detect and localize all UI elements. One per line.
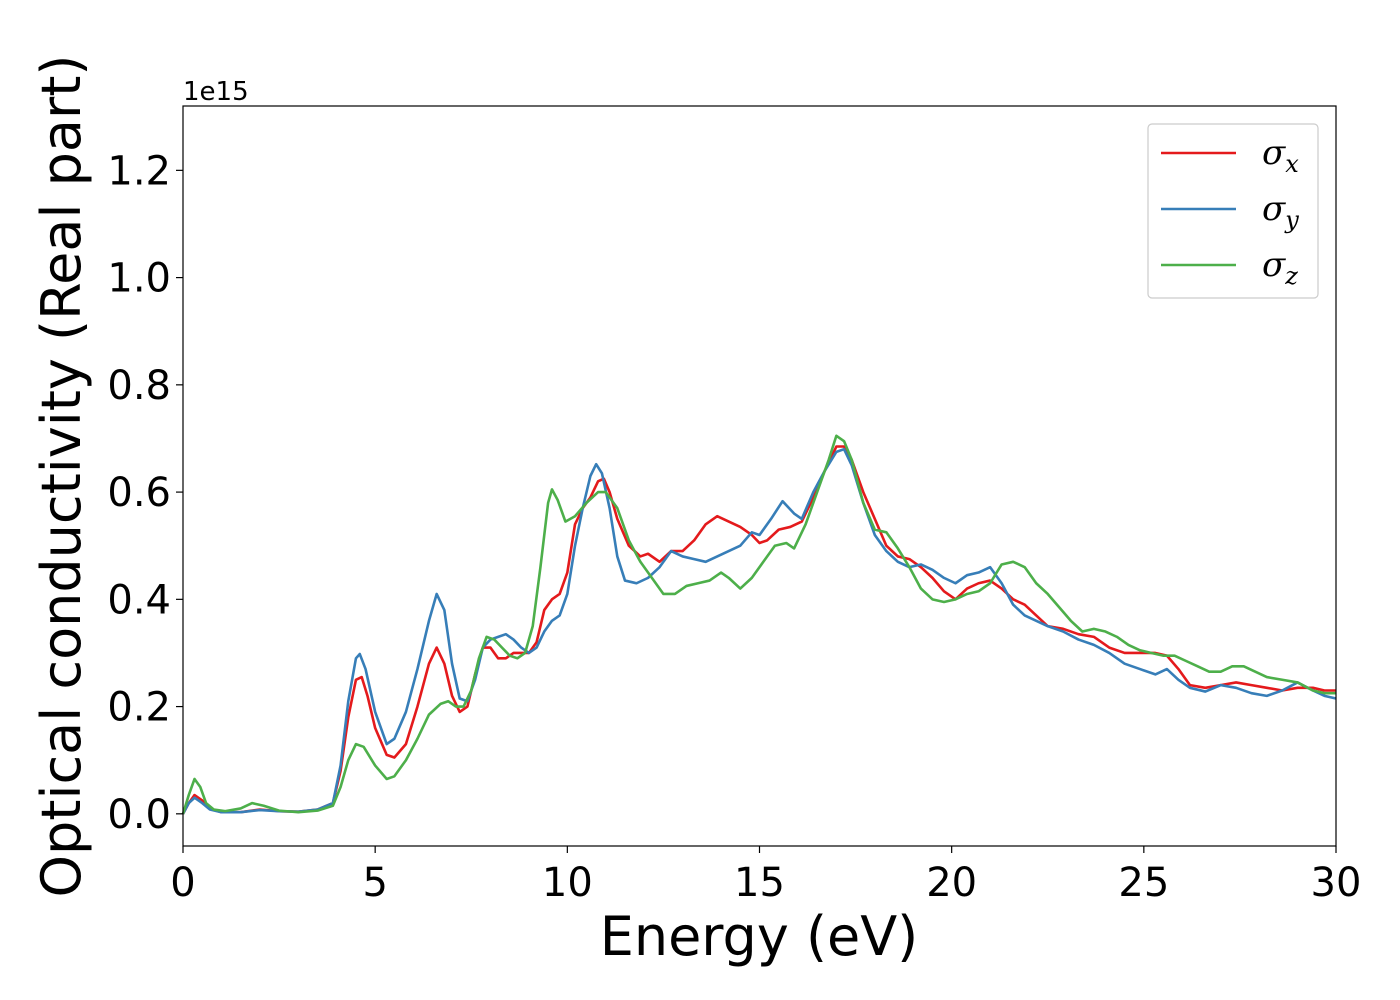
x-tick-label: 25 — [1118, 860, 1169, 906]
series-line-y — [181, 447, 1337, 815]
y-tick-label: 0.4 — [107, 577, 171, 623]
y-tick-label: 1.2 — [107, 148, 171, 194]
y-axis-label: Optical conductivity (Real part) — [30, 55, 93, 898]
x-tick-label: 20 — [926, 860, 977, 906]
series-layer — [181, 434, 1337, 815]
y-tick-label: 0.0 — [107, 792, 171, 838]
y-tick-label: 0.6 — [107, 470, 171, 516]
series-line-z — [181, 434, 1336, 815]
x-tick-label: 10 — [542, 860, 593, 906]
x-tick-label: 30 — [1311, 860, 1362, 906]
x-tick-label: 5 — [362, 860, 387, 906]
y-offset-label: 1e15 — [183, 77, 249, 107]
x-axis: 0 5 10 15 20 25 30 — [170, 846, 1361, 906]
x-axis-label: Energy (eV) — [600, 905, 919, 968]
x-tick-label: 15 — [734, 860, 785, 906]
legend-box — [1147, 123, 1319, 299]
y-tick-label: 1.0 — [107, 256, 171, 302]
y-axis: 0.0 0.2 0.4 0.6 0.8 1.0 1.2 — [107, 148, 183, 838]
x-tick-label: 0 — [170, 860, 195, 906]
series-line-x — [181, 445, 1336, 815]
y-tick-label: 0.2 — [107, 685, 171, 731]
y-tick-label: 0.8 — [107, 363, 171, 409]
